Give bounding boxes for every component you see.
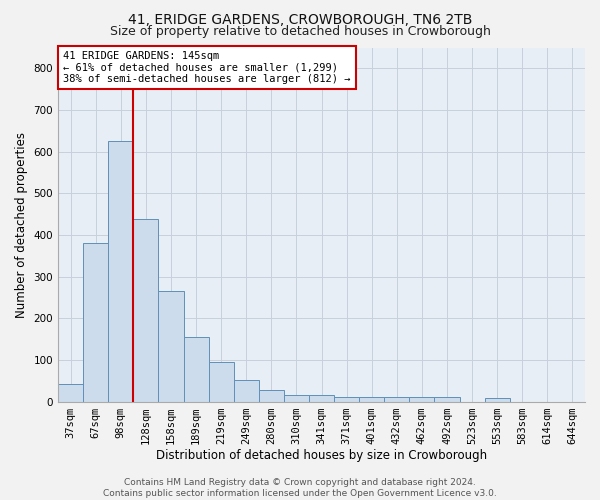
X-axis label: Distribution of detached houses by size in Crowborough: Distribution of detached houses by size …	[156, 450, 487, 462]
Bar	[485, 398, 510, 402]
Text: 41, ERIDGE GARDENS, CROWBOROUGH, TN6 2TB: 41, ERIDGE GARDENS, CROWBOROUGH, TN6 2TB	[128, 12, 472, 26]
Bar	[359, 398, 384, 402]
Bar	[184, 337, 209, 402]
Bar	[83, 244, 108, 402]
Text: Contains HM Land Registry data © Crown copyright and database right 2024.
Contai: Contains HM Land Registry data © Crown c…	[103, 478, 497, 498]
Text: Size of property relative to detached houses in Crowborough: Size of property relative to detached ho…	[110, 25, 490, 38]
Bar	[434, 398, 460, 402]
Bar	[284, 396, 309, 402]
Bar	[309, 396, 334, 402]
Bar	[158, 291, 184, 402]
Bar	[58, 384, 83, 402]
Bar	[209, 362, 233, 402]
Bar	[409, 398, 434, 402]
Bar	[108, 141, 133, 402]
Bar	[384, 398, 409, 402]
Y-axis label: Number of detached properties: Number of detached properties	[15, 132, 28, 318]
Bar	[233, 380, 259, 402]
Bar	[259, 390, 284, 402]
Bar	[133, 219, 158, 402]
Text: 41 ERIDGE GARDENS: 145sqm
← 61% of detached houses are smaller (1,299)
38% of se: 41 ERIDGE GARDENS: 145sqm ← 61% of detac…	[64, 51, 351, 84]
Bar	[334, 398, 359, 402]
